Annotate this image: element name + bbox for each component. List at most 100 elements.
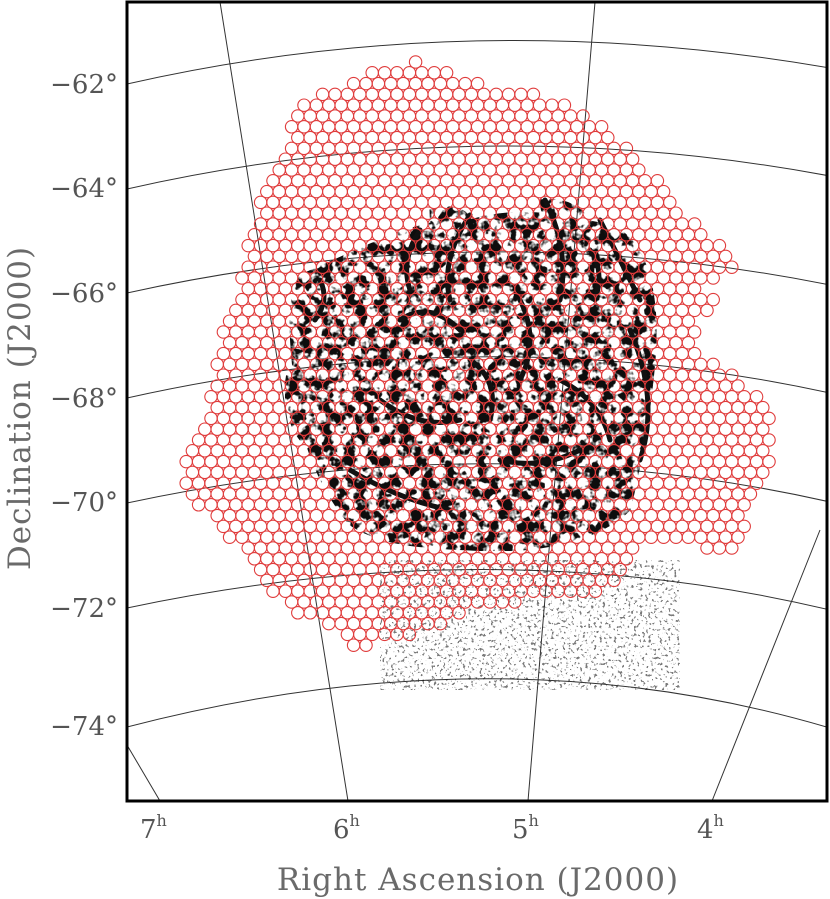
pointing-circle xyxy=(718,249,733,264)
x-axis-title: Right Ascension (J2000) xyxy=(277,862,679,898)
pointing-circle xyxy=(687,217,702,231)
pointing-circle xyxy=(725,260,739,274)
dec-tick-label: −72° xyxy=(50,594,118,624)
pointing-circle xyxy=(644,530,658,544)
ra-tick-label-4h: 4h xyxy=(697,811,724,845)
pointing-circle xyxy=(706,292,720,307)
pointing-circle xyxy=(749,476,764,490)
pointing-circle xyxy=(749,390,764,404)
dec-tick-label: −74° xyxy=(50,712,118,742)
pointing-circle xyxy=(681,314,696,328)
pointing-circle xyxy=(687,346,702,361)
ra-grid-7h xyxy=(127,744,161,801)
ra-tick-label-6h: 6h xyxy=(333,811,360,845)
pointing-circle xyxy=(737,498,751,512)
pointing-circle xyxy=(712,541,727,555)
pointing-circle xyxy=(322,616,336,631)
pointing-circle xyxy=(737,519,751,534)
dec-tick-labels: −62° −64° −66° −68° −70° −72° −74° xyxy=(50,70,118,742)
pointing-circle xyxy=(656,530,671,544)
pointing-circle xyxy=(663,195,677,210)
pointing-circle xyxy=(632,163,646,177)
pointing-circle xyxy=(557,98,572,112)
pointing-circle xyxy=(681,530,696,544)
ra-grid-6h xyxy=(219,2,349,801)
pointing-circle xyxy=(408,55,423,69)
pointing-circle xyxy=(725,541,739,555)
pointing-circle xyxy=(687,282,702,296)
dec-grid-62 xyxy=(127,40,827,85)
pointing-circle xyxy=(731,379,745,393)
pointing-circle xyxy=(762,454,776,469)
pointing-circle xyxy=(762,433,776,447)
pointing-circle xyxy=(266,584,280,598)
plot-frame xyxy=(125,0,829,803)
pointing-circle xyxy=(402,627,417,642)
pointing-circle xyxy=(743,487,758,501)
pointing-circle xyxy=(433,616,448,631)
pointing-circle xyxy=(452,606,466,620)
pointing-circle xyxy=(731,508,745,523)
pointing-circle xyxy=(613,562,627,577)
pointing-circle xyxy=(706,271,720,285)
y-axis-title: Declination (J2000) xyxy=(2,246,38,570)
pointing-circle xyxy=(650,174,665,188)
pointing-circle xyxy=(625,541,640,555)
emission-filament xyxy=(445,212,473,303)
pointing-circle xyxy=(725,368,739,382)
emission-filament xyxy=(312,277,327,323)
pointing-circle xyxy=(706,357,720,372)
pointing-circle xyxy=(470,76,485,91)
pointing-circle xyxy=(756,444,770,458)
pointing-circle xyxy=(694,228,708,242)
pointing-circle xyxy=(303,606,317,620)
emission-filament xyxy=(597,217,643,303)
pointing-circle xyxy=(656,184,671,199)
pointing-circle xyxy=(439,66,454,80)
pointing-circle xyxy=(712,238,727,253)
emission-filament xyxy=(557,377,613,443)
emission-filament xyxy=(467,357,495,423)
ra-grid-4h xyxy=(711,529,821,801)
emission-filament xyxy=(542,197,566,303)
pointing-circle xyxy=(731,530,745,544)
ra-tick-label-7h: 7h xyxy=(140,811,167,845)
dec-tick-label: −70° xyxy=(50,488,118,518)
pointing-circle xyxy=(607,573,621,588)
pointing-circle xyxy=(669,206,683,220)
dec-tick-label: −62° xyxy=(50,70,118,100)
pointing-circle xyxy=(526,87,541,102)
dec-tick-label: −64° xyxy=(50,174,118,204)
pointing-circle xyxy=(588,584,603,598)
pointing-circle xyxy=(191,498,206,512)
emission-speckle xyxy=(379,559,681,691)
dec-grid-64 xyxy=(127,145,827,190)
pointing-circle xyxy=(222,530,237,544)
pointing-circle xyxy=(359,638,373,652)
ra-tick-label-5h: 5h xyxy=(512,811,539,845)
pointing-circle xyxy=(508,595,522,609)
ra-tick-labels: 7h 6h 5h 4h xyxy=(140,811,724,845)
pointing-circle xyxy=(681,336,696,350)
pointing-circle xyxy=(291,606,305,620)
pointing-circle xyxy=(601,130,615,145)
pointing-circle xyxy=(756,465,770,480)
pointing-circle xyxy=(700,303,714,318)
pointing-circle xyxy=(700,541,714,555)
pointing-circle xyxy=(619,552,634,566)
emission-filament xyxy=(397,309,463,333)
pointing-circle xyxy=(687,325,702,339)
emission-filament xyxy=(517,297,533,383)
pointing-circle xyxy=(576,109,590,123)
pointing-circles xyxy=(179,55,776,652)
pointing-circle xyxy=(756,400,770,415)
pointing-circle xyxy=(594,120,609,134)
pointing-circle xyxy=(669,530,683,544)
dec-tick-label: −68° xyxy=(50,384,118,414)
pointing-circle xyxy=(619,141,634,156)
pointing-circle xyxy=(625,152,640,166)
pointing-circle xyxy=(756,422,770,436)
dec-tick-label: −66° xyxy=(50,279,118,309)
pointing-circle xyxy=(346,638,361,652)
